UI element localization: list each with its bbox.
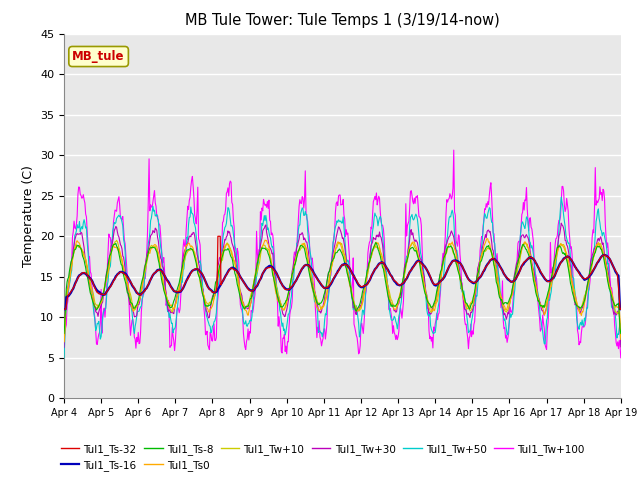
Legend: Tul1_Ts-32, Tul1_Ts-16, Tul1_Ts-8, Tul1_Ts0, Tul1_Tw+10, Tul1_Tw+30, Tul1_Tw+50,: Tul1_Ts-32, Tul1_Ts-16, Tul1_Ts-8, Tul1_… bbox=[56, 439, 588, 475]
Title: MB Tule Tower: Tule Temps 1 (3/19/14-now): MB Tule Tower: Tule Temps 1 (3/19/14-now… bbox=[185, 13, 500, 28]
Text: MB_tule: MB_tule bbox=[72, 50, 125, 63]
Y-axis label: Temperature (C): Temperature (C) bbox=[22, 165, 35, 267]
